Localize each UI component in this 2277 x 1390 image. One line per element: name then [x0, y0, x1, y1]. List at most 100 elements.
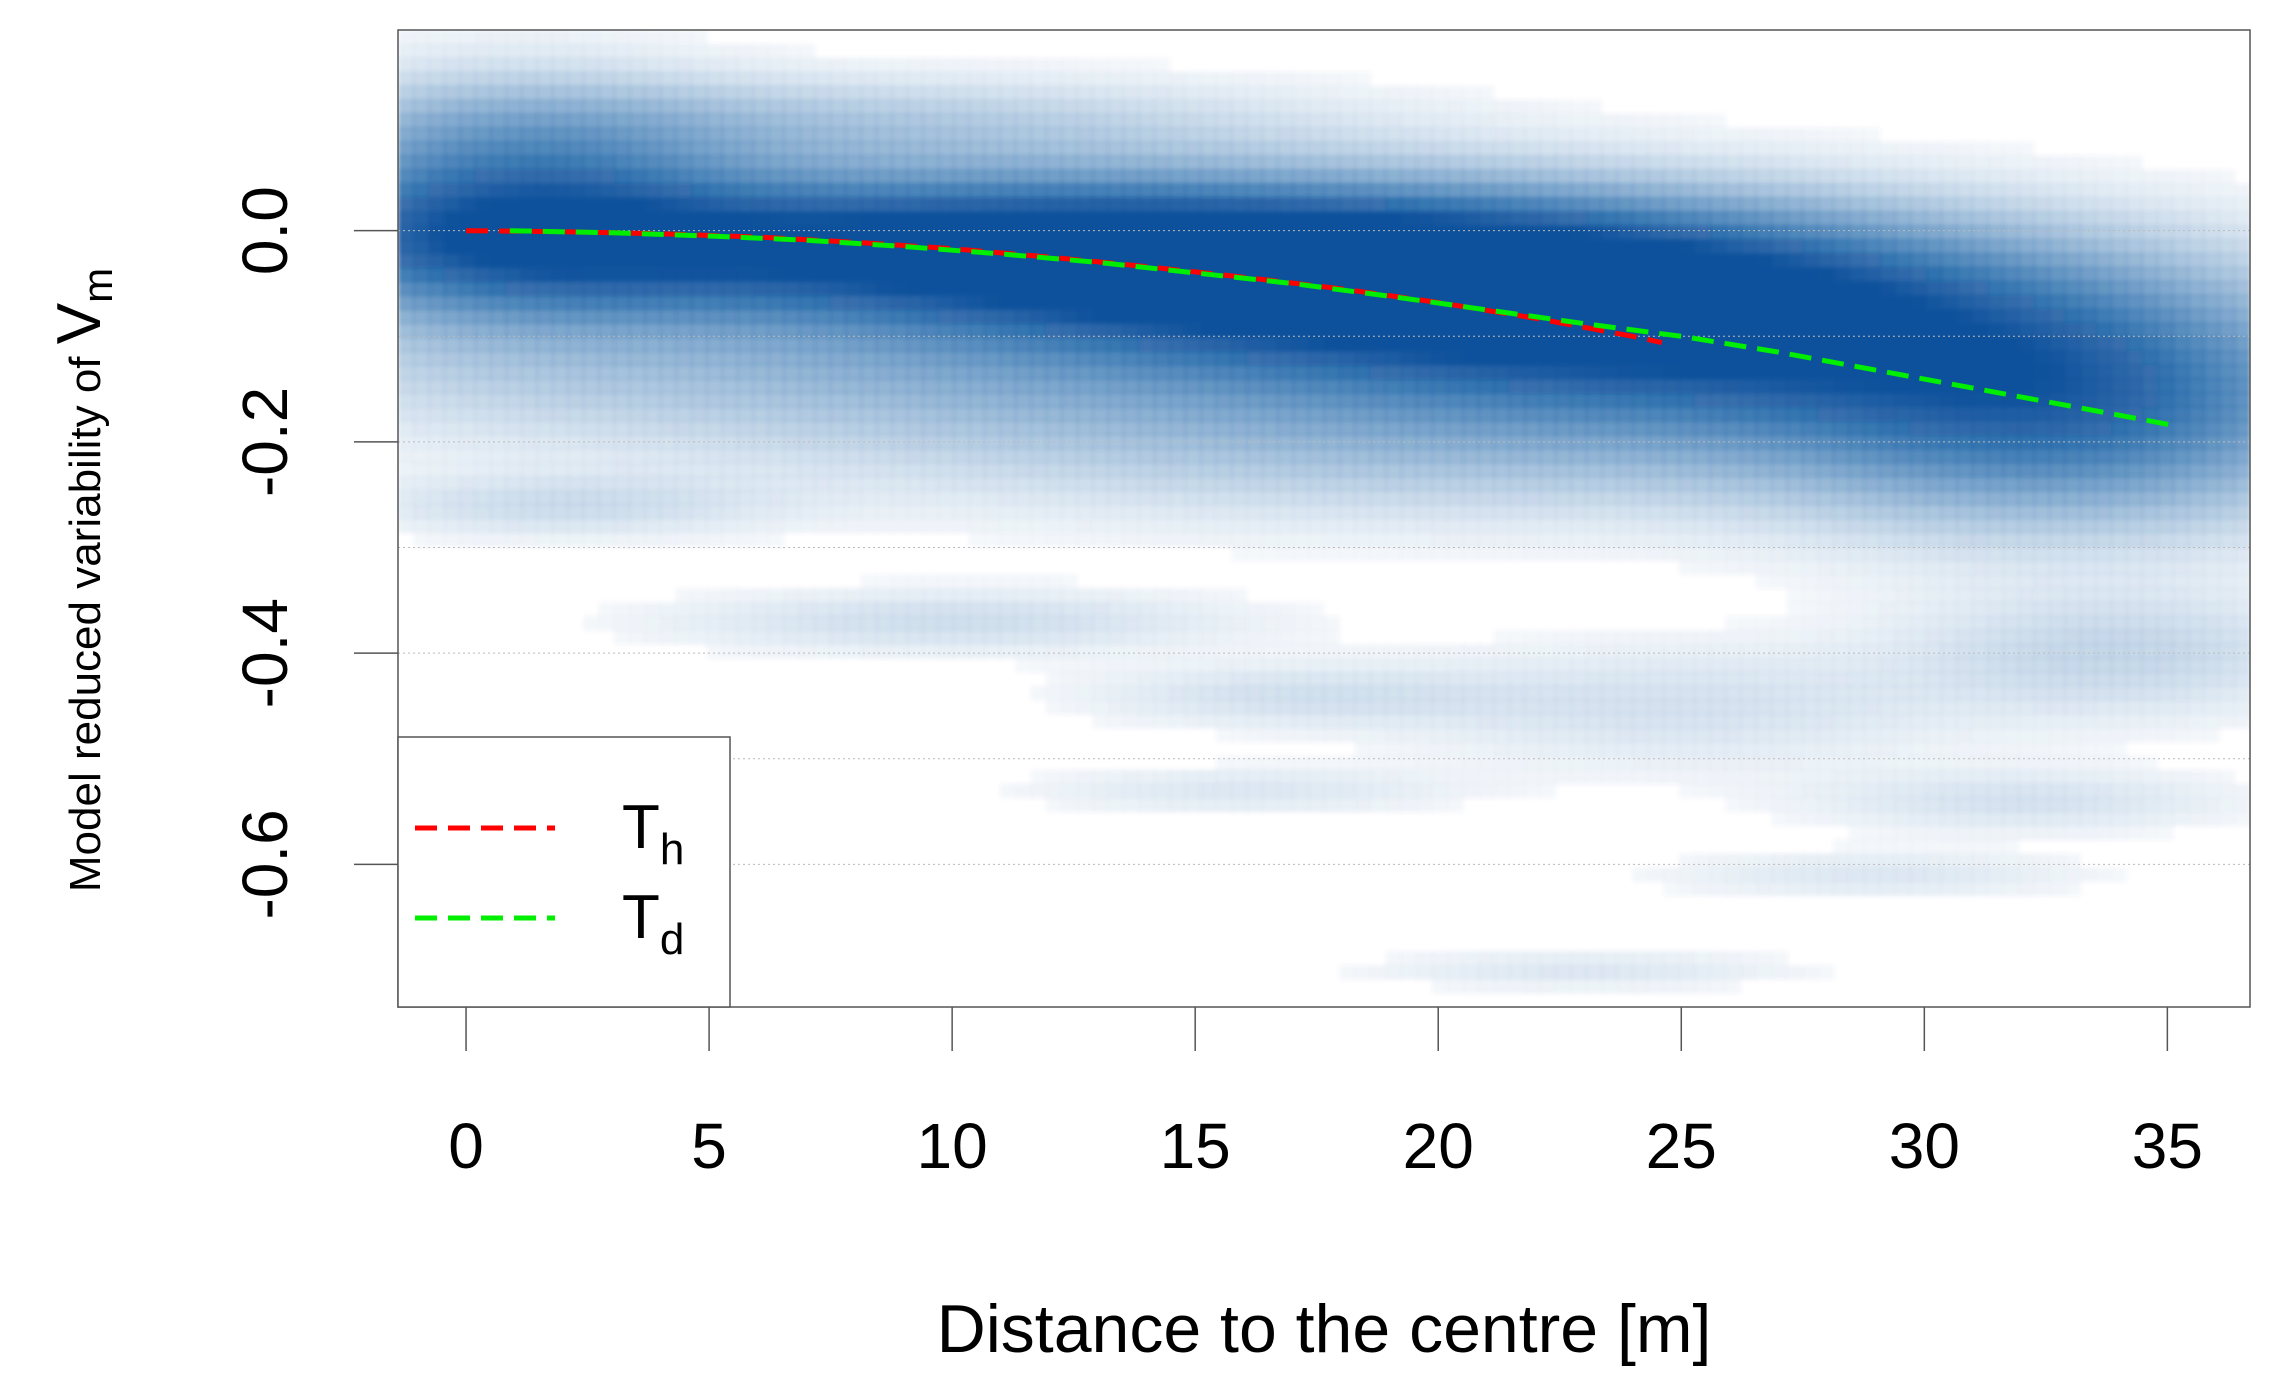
density-cell: [1308, 532, 1325, 548]
density-cell: [1941, 211, 1958, 226]
density-cell: [1231, 462, 1248, 478]
density-cell: [1262, 155, 1279, 171]
density-cell: [1354, 197, 1371, 213]
density-cell: [1061, 672, 1078, 687]
density-cell: [1215, 351, 1232, 366]
density-cell: [1740, 406, 1757, 422]
density-cell: [1833, 420, 1850, 436]
density-cell: [1555, 630, 1572, 645]
density-cell: [752, 211, 769, 226]
density-cell: [1324, 323, 1341, 338]
density-cell: [1293, 225, 1310, 240]
density-cell: [1663, 434, 1680, 450]
density-cell: [629, 85, 646, 101]
density-cell: [1138, 504, 1155, 520]
density-cell: [1493, 685, 1510, 701]
density-cell: [783, 211, 800, 226]
density-cell: [1555, 713, 1572, 729]
density-cell: [1632, 713, 1649, 729]
density-cell: [1817, 518, 1834, 534]
density-cell: [2003, 155, 2020, 171]
density-cell: [1941, 797, 1958, 813]
density-cell: [1848, 225, 1865, 240]
density-cell: [1694, 253, 1711, 268]
density-cell: [1293, 644, 1310, 659]
density-cell: [1956, 574, 1973, 589]
density-cell: [428, 490, 445, 506]
density-cell: [598, 253, 615, 268]
density-cell: [1771, 504, 1788, 520]
density-cell: [768, 211, 785, 226]
density-cell: [1663, 239, 1680, 254]
density-cell: [1524, 462, 1541, 478]
density-cell: [1324, 713, 1341, 729]
density-cell: [1910, 546, 1927, 561]
density-cell: [1324, 337, 1341, 352]
density-cell: [1570, 239, 1587, 254]
density-cell: [459, 406, 476, 422]
density-cell: [2033, 769, 2050, 785]
density-cell: [1447, 281, 1464, 296]
density-cell: [1416, 141, 1433, 157]
density-cell: [783, 267, 800, 282]
density-cell: [1262, 644, 1279, 659]
density-cell: [1694, 755, 1711, 771]
density-cell: [1524, 253, 1541, 268]
density-cell: [1231, 141, 1248, 157]
density-cell: [1864, 853, 1881, 869]
density-cell: [1601, 183, 1618, 199]
density-cell: [1123, 797, 1140, 813]
density-cell: [1601, 127, 1618, 143]
density-cell: [2049, 337, 2066, 352]
density-cell: [1478, 951, 1495, 966]
density-cell: [2064, 560, 2081, 575]
density-cell: [490, 267, 507, 282]
density-cell: [1138, 476, 1155, 492]
density-cell: [521, 239, 538, 254]
density-cell: [1787, 364, 1804, 380]
density-cell: [814, 211, 831, 226]
density-cell: [1215, 364, 1232, 380]
density-cell: [675, 71, 692, 87]
density-cell: [1293, 155, 1310, 171]
density-cell: [1802, 644, 1819, 659]
density-cell: [521, 183, 538, 199]
density-cell: [2064, 546, 2081, 561]
density-cell: [660, 71, 677, 87]
density-cell: [814, 225, 831, 240]
density-cell: [1833, 741, 1850, 757]
density-cell: [1493, 741, 1510, 757]
density-cell: [999, 434, 1016, 450]
density-cell: [1277, 532, 1294, 548]
density-cell: [629, 155, 646, 171]
density-cell: [953, 392, 970, 408]
density-cell: [1941, 406, 1958, 422]
density-cell: [953, 420, 970, 436]
density-cell: [675, 490, 692, 506]
density-cell: [1185, 323, 1202, 338]
density-cell: [675, 197, 692, 213]
density-cell: [1756, 155, 1773, 171]
density-cell: [1694, 211, 1711, 226]
density-cell: [953, 211, 970, 226]
density-cell: [691, 169, 708, 185]
density-cell: [1416, 532, 1433, 548]
density-cell: [1030, 99, 1047, 115]
density-cell: [1015, 169, 1032, 185]
density-cell: [1725, 490, 1742, 506]
density-cell: [2049, 672, 2066, 687]
density-cell: [1385, 239, 1402, 254]
density-cell: [1740, 183, 1757, 199]
density-cell: [1910, 490, 1927, 506]
density-cell: [1586, 127, 1603, 143]
density-cell: [1648, 476, 1665, 492]
density-cell: [1817, 378, 1834, 394]
density-cell: [706, 127, 723, 143]
density-cell: [598, 155, 615, 171]
density-cell: [1787, 406, 1804, 422]
density-cell: [1617, 309, 1634, 324]
density-cell: [1756, 685, 1773, 701]
density-cell: [413, 504, 430, 520]
density-cell: [1308, 462, 1325, 478]
density-cell: [1725, 881, 1742, 896]
